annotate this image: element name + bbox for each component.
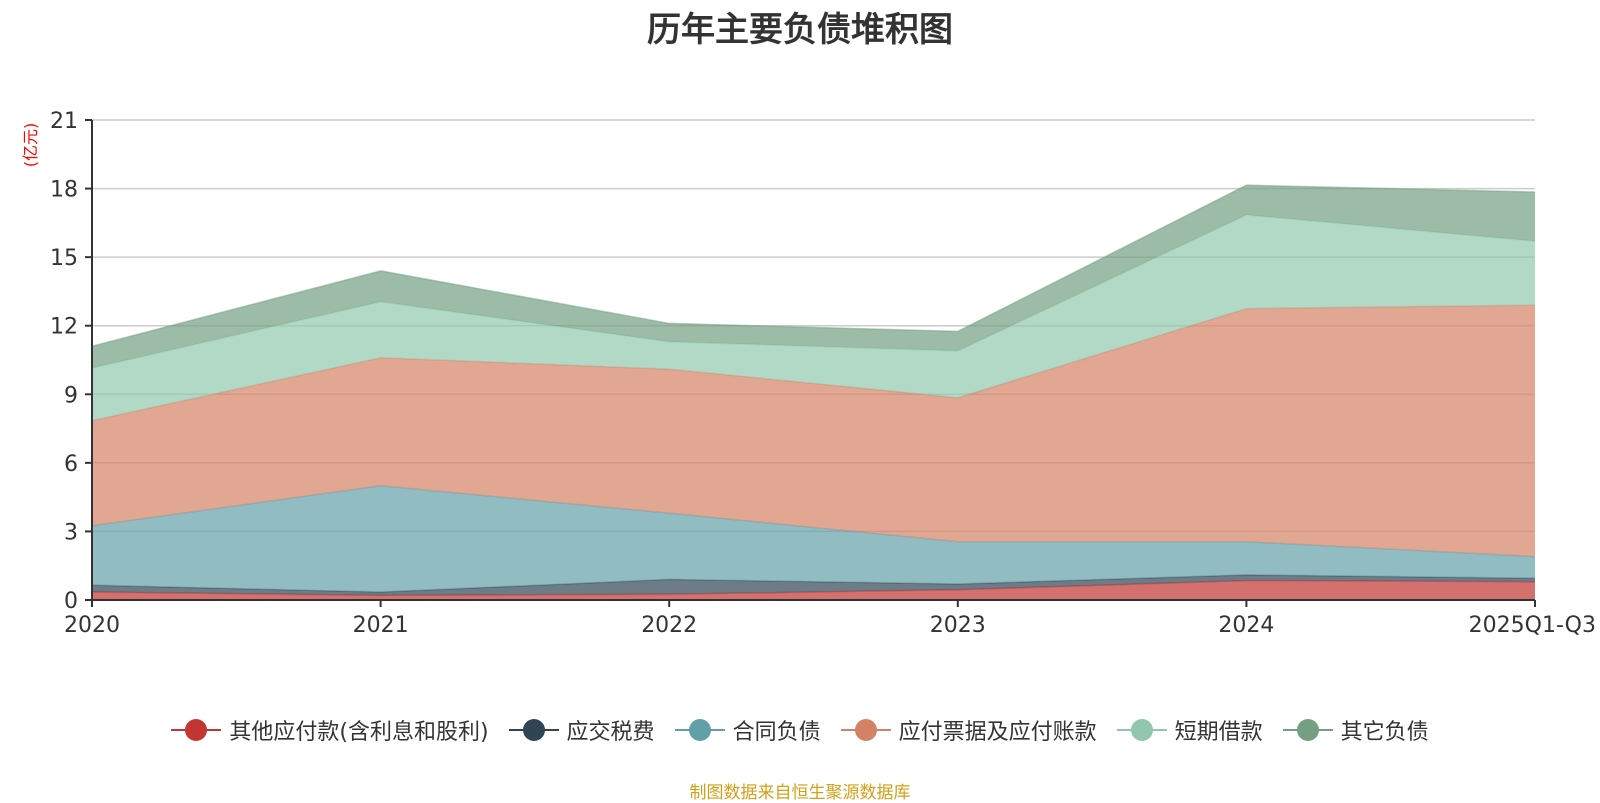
source-note: 制图数据来自恒生聚源数据库 [689, 783, 911, 803]
axes: 0 3 6 9 12 15 18 21 2020 2021 2022 2023 2024 2025Q1-Q… [50, 109, 1596, 638]
x-tick-label: 2024 [1218, 613, 1274, 638]
legend-label: 其他应付款(含利息和股利) [229, 720, 489, 745]
x-tick-label: 2020 [64, 613, 120, 638]
series-area-3[interactable] [92, 305, 1535, 557]
y-tick-label: 6 [64, 452, 78, 477]
series-area-0[interactable] [92, 580, 1535, 600]
x-tick-label: 2022 [641, 613, 697, 638]
legend-label: 其它负债 [1340, 720, 1429, 745]
series-line-5 [91, 184, 1536, 348]
y-axis-label: (亿元) [21, 123, 40, 168]
y-tick-label: 18 [50, 178, 78, 203]
x-tick-label: 2025Q1-Q3 [1469, 613, 1596, 638]
chart-legend: 其他应付款(含利息和股利) 应交税费 合同负债 应付票据及应付账款 短期借款 其它负债 [0, 714, 1600, 746]
y-tick-label: 15 [50, 246, 78, 271]
legend-label: 应付票据及应付账款 [898, 720, 1097, 745]
legend-marker-icon [840, 717, 891, 743]
series-area-1[interactable] [92, 574, 1535, 596]
legend-item-1[interactable]: 应交税费 [508, 714, 655, 746]
y-tick-label: 12 [50, 315, 78, 340]
legend-marker-icon [508, 717, 559, 743]
x-tick-label: 2021 [353, 613, 409, 638]
series-area-4[interactable] [92, 214, 1535, 421]
series-area-2[interactable] [92, 485, 1535, 592]
x-tick-label: 2023 [930, 613, 986, 638]
series-areas [91, 184, 1536, 600]
y-tick-label: 3 [64, 520, 78, 545]
y-tick-label: 21 [50, 109, 78, 134]
series-area-5[interactable] [92, 185, 1535, 368]
legend-label: 短期借款 [1174, 720, 1263, 745]
legend-item-2[interactable]: 合同负债 [674, 714, 821, 746]
legend-marker-icon [171, 717, 222, 743]
legend-marker-icon [674, 717, 725, 743]
legend-label: 应交税费 [566, 720, 655, 745]
legend-item-5[interactable]: 其它负债 [1282, 714, 1429, 746]
legend-marker-icon [1116, 717, 1167, 743]
y-tick-label: 9 [64, 383, 78, 408]
legend-item-0[interactable]: 其他应付款(含利息和股利) [171, 714, 489, 746]
legend-item-4[interactable]: 短期借款 [1116, 714, 1263, 746]
legend-item-3[interactable]: 应付票据及应付账款 [840, 714, 1097, 746]
y-tick-label: 0 [64, 589, 78, 614]
chart-title: 历年主要负债堆积图 [647, 10, 953, 50]
legend-marker-icon [1282, 717, 1333, 743]
legend-label: 合同负债 [732, 720, 821, 745]
